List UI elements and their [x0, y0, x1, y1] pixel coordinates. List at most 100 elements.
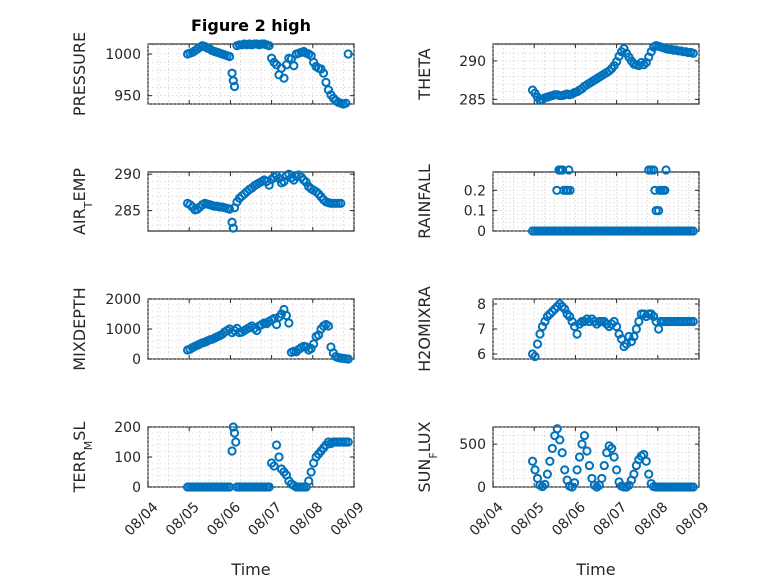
y-axis-label: THETA [415, 48, 434, 100]
y-tick-label: 1000 [105, 47, 141, 63]
x-tick-label: 08/09 [673, 499, 713, 539]
data-series [182, 422, 353, 492]
data-point [584, 460, 595, 471]
data-point [646, 47, 656, 57]
y-tick-label: 0.2 [464, 183, 486, 199]
data-point [557, 448, 567, 458]
data-point [660, 185, 670, 195]
data-point [306, 343, 316, 354]
data-series [527, 299, 698, 362]
data-point [558, 165, 568, 175]
data-point [227, 217, 237, 227]
y-tick-label: 0 [132, 480, 141, 496]
y-axis-label: SUNFLUX [415, 421, 440, 492]
x-tick-label: 08/08 [632, 499, 672, 539]
data-point [336, 198, 346, 208]
x-tick-label: 08/07 [245, 499, 285, 539]
y-tick-label: 2000 [105, 292, 141, 308]
data-point [271, 319, 282, 330]
subplot-8: 0 500 08/04 08/05 08/06 08/07 08/08 08/09 SUNFLU… [415, 421, 713, 579]
y-tick-label: 200 [114, 420, 141, 436]
data-point [654, 206, 664, 216]
subplot-1: 950 1000 PRESSURE Figure 2 high [70, 16, 355, 116]
subplot-3: 285 290 AIRTEMP [70, 167, 355, 235]
data-point [281, 310, 292, 321]
data-point [579, 430, 590, 441]
data-point [318, 68, 329, 78]
data-point [654, 324, 664, 334]
data-point [612, 321, 622, 332]
y-tick-label: 0.1 [464, 204, 486, 220]
data-point [321, 77, 331, 87]
y-tick-label: 500 [459, 437, 486, 453]
data-point [644, 469, 654, 479]
data-point [264, 41, 274, 51]
x-tick-label: 08/05 [508, 499, 548, 539]
data-point [631, 324, 641, 334]
data-series [527, 165, 698, 236]
data-series [527, 40, 698, 105]
y-axis-label: H2OMIXRA [415, 286, 434, 372]
data-point [341, 98, 351, 108]
data-point [547, 443, 557, 454]
data-point [569, 478, 580, 488]
y-axis-label: PRESSURE [70, 32, 89, 116]
data-point [661, 165, 671, 175]
data-series [182, 39, 353, 109]
y-tick-label: 8 [477, 297, 486, 313]
data-point [582, 446, 592, 456]
data-point [634, 316, 644, 327]
data-point [343, 437, 353, 447]
data-series [182, 304, 353, 364]
data-point [279, 73, 289, 83]
data-point [629, 331, 639, 342]
data-point [641, 456, 651, 466]
data-point [572, 465, 582, 475]
y-tick-label: 6 [477, 347, 486, 363]
data-point [269, 461, 279, 471]
y-tick-label: 285 [114, 204, 141, 220]
x-tick-label: 08/04 [467, 499, 507, 539]
data-point [228, 223, 238, 233]
data-point [343, 354, 353, 364]
y-tick-label: 285 [459, 92, 486, 108]
data-point [227, 446, 237, 456]
data-point [530, 351, 540, 362]
data-point [572, 329, 582, 339]
data-point [545, 456, 555, 466]
data-series [182, 169, 346, 233]
data-point [650, 185, 660, 195]
subplot-7: 0 100 200 08/04 08/05 08/06 08/07 08/08 08/09 TER… [70, 420, 368, 579]
data-point [309, 339, 319, 349]
y-axis-label: AIRTEMP [70, 168, 95, 235]
data-point [228, 422, 238, 432]
data-point [619, 44, 629, 54]
y-tick-label: 7 [477, 322, 486, 338]
data-point [688, 316, 698, 327]
data-point [552, 424, 562, 434]
data-series [527, 424, 698, 492]
data-point [688, 482, 698, 492]
y-tick-label: 0 [477, 224, 486, 240]
data-point [343, 49, 353, 59]
x-tick-label: 08/07 [590, 499, 630, 539]
x-tick-label: 08/06 [549, 499, 589, 539]
data-point [231, 437, 241, 447]
y-tick-label: 290 [459, 54, 486, 70]
subplot-2: 285 290 THETA [415, 40, 700, 108]
data-point [271, 440, 282, 450]
data-point [688, 48, 698, 58]
data-point [284, 318, 294, 328]
y-axis-label: RAINFALL [415, 164, 434, 239]
data-point [649, 165, 659, 175]
x-axis-label: Time [230, 560, 270, 579]
data-point [530, 465, 540, 475]
x-tick-label: 08/06 [204, 499, 244, 539]
chart-title: Figure 2 high [191, 16, 311, 35]
x-tick-label: 08/09 [328, 499, 368, 539]
y-tick-label: 950 [114, 89, 141, 105]
data-point [274, 452, 284, 462]
y-tick-label: 290 [114, 167, 141, 183]
y-tick-label: 0 [132, 352, 141, 368]
